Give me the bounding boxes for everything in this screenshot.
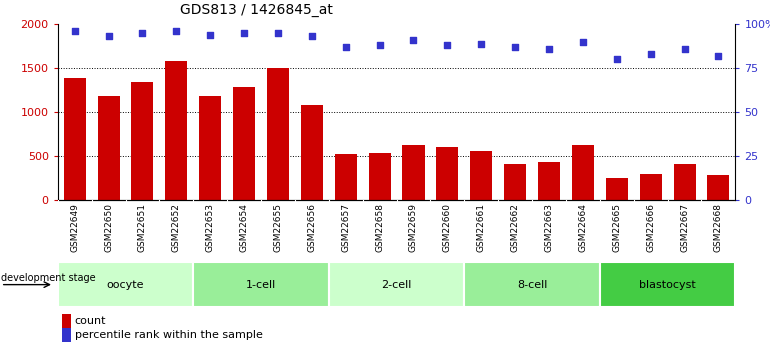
Text: GSM22651: GSM22651: [138, 203, 147, 252]
Bar: [369, 154, 390, 200]
Text: GSM22666: GSM22666: [646, 203, 655, 252]
Point: [678, 46, 691, 51]
Point: [306, 34, 318, 39]
Bar: [640, 174, 661, 200]
Point: [509, 44, 521, 50]
Text: GSM22649: GSM22649: [70, 203, 79, 252]
Point: [272, 30, 284, 36]
Bar: [233, 88, 255, 200]
Bar: [58, 262, 193, 307]
Bar: [606, 178, 628, 200]
Text: GSM22662: GSM22662: [511, 203, 520, 252]
Point: [102, 34, 115, 39]
Bar: [132, 82, 153, 200]
Text: GSM22668: GSM22668: [714, 203, 723, 252]
Point: [136, 30, 149, 36]
Text: GSM22660: GSM22660: [443, 203, 452, 252]
Bar: [64, 78, 85, 200]
Bar: [267, 68, 289, 200]
Text: development stage: development stage: [1, 274, 95, 283]
Point: [543, 46, 555, 51]
Bar: [504, 164, 526, 200]
Text: GSM22650: GSM22650: [104, 203, 113, 252]
Point: [441, 42, 454, 48]
Point: [475, 41, 487, 46]
Bar: [166, 61, 187, 200]
Bar: [329, 262, 464, 307]
Text: percentile rank within the sample: percentile rank within the sample: [75, 330, 263, 339]
Text: GSM22659: GSM22659: [409, 203, 418, 252]
Bar: [437, 147, 458, 200]
Bar: [600, 262, 735, 307]
Bar: [403, 145, 424, 200]
Bar: [193, 262, 329, 307]
Bar: [470, 151, 492, 200]
Text: count: count: [75, 316, 106, 326]
Bar: [335, 154, 357, 200]
Text: GSM22664: GSM22664: [578, 203, 588, 252]
Point: [611, 57, 623, 62]
Text: 2-cell: 2-cell: [381, 280, 412, 289]
Text: oocyte: oocyte: [107, 280, 144, 289]
Bar: [199, 96, 221, 200]
Point: [644, 51, 657, 57]
Bar: [464, 262, 600, 307]
Point: [407, 37, 420, 43]
Text: GSM22667: GSM22667: [680, 203, 689, 252]
Text: blastocyst: blastocyst: [639, 280, 696, 289]
Text: GSM22657: GSM22657: [341, 203, 350, 252]
Text: 8-cell: 8-cell: [517, 280, 547, 289]
Point: [170, 28, 182, 34]
Text: GSM22658: GSM22658: [375, 203, 384, 252]
Text: GSM22661: GSM22661: [477, 203, 486, 252]
Text: GDS813 / 1426845_at: GDS813 / 1426845_at: [179, 3, 333, 17]
Bar: [674, 164, 695, 200]
Point: [238, 30, 250, 36]
Text: GSM22653: GSM22653: [206, 203, 215, 252]
Text: GSM22665: GSM22665: [612, 203, 621, 252]
Text: GSM22652: GSM22652: [172, 203, 181, 252]
Text: GSM22654: GSM22654: [239, 203, 249, 252]
Point: [577, 39, 589, 45]
Bar: [301, 105, 323, 200]
Point: [373, 42, 386, 48]
Bar: [98, 96, 119, 200]
Bar: [538, 162, 560, 200]
Point: [204, 32, 216, 38]
Text: 1-cell: 1-cell: [246, 280, 276, 289]
Text: GSM22656: GSM22656: [307, 203, 316, 252]
Point: [69, 28, 81, 34]
Point: [340, 44, 352, 50]
Text: GSM22663: GSM22663: [544, 203, 554, 252]
Bar: [572, 145, 594, 200]
Text: GSM22655: GSM22655: [273, 203, 283, 252]
Point: [712, 53, 725, 59]
Bar: [708, 175, 729, 200]
